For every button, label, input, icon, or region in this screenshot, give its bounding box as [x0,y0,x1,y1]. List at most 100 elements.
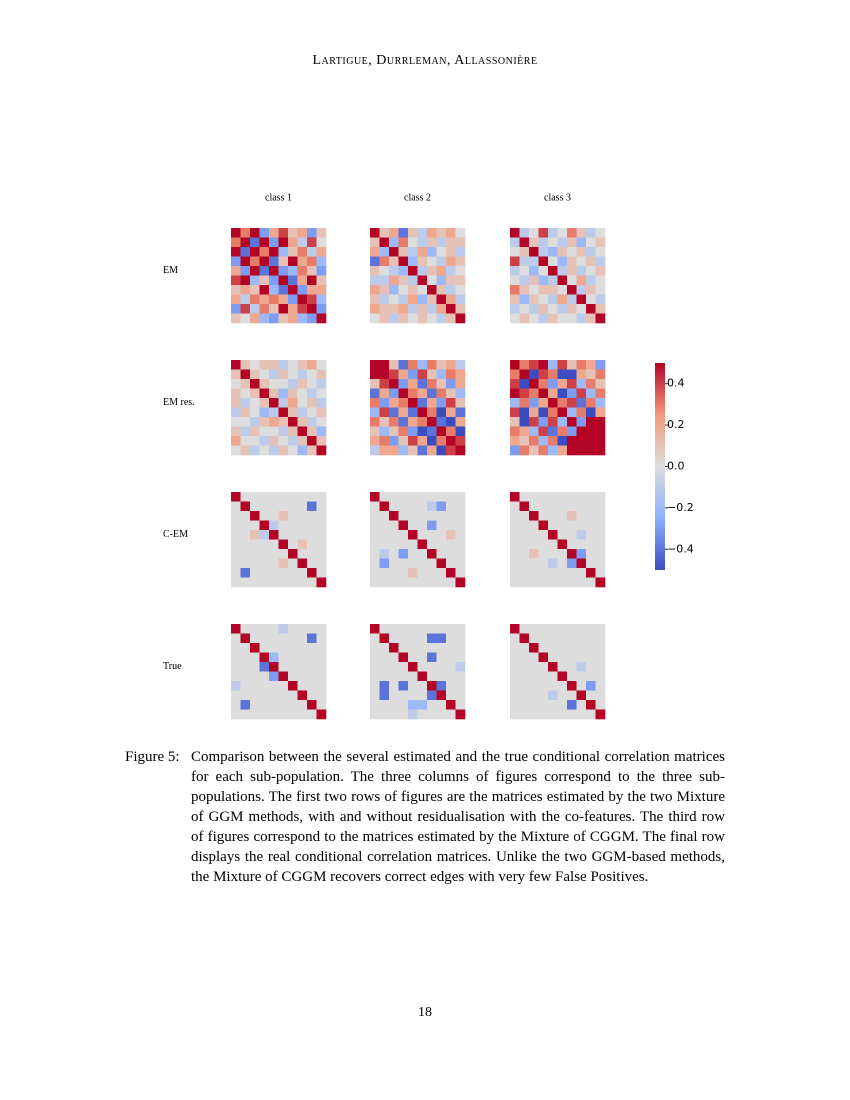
heatmap-cell [417,398,428,408]
heatmap-cell [427,285,437,295]
heatmap-cell [398,436,409,446]
heatmap-cell [370,247,380,257]
heatmap-cell [240,360,251,370]
heatmap-cell [557,417,568,427]
heatmap-cell [427,436,437,446]
heatmap-cell [250,549,260,559]
heatmap-cell [427,237,437,248]
heatmap-cell [408,539,418,550]
heatmap-cell [557,652,568,663]
heatmap-cell [278,275,289,286]
heatmap-cell [455,681,466,691]
heatmap-cell [408,417,418,427]
heatmap-cell [278,417,289,427]
heatmap-cell [259,426,270,437]
heatmap-cell [586,511,596,521]
heatmap-cell [427,539,437,550]
figure: class 1 class 2 class 3 EM EM res. C-EM True 0.… [163,192,694,720]
heatmap-cell [529,407,539,418]
heatmap-cell [297,501,308,512]
heatmap-cell [548,398,558,408]
heatmap-cell [288,520,298,531]
heatmap-cell [259,633,270,644]
heatmap-cell [538,558,549,569]
row-label: True [163,661,182,672]
heatmap-cell [288,379,298,389]
heatmap-cell [389,690,399,701]
heatmap-cell [446,700,456,710]
heatmap-cell [455,360,466,370]
heatmap-cell [586,247,596,257]
heatmap-cell [288,407,298,418]
heatmap-cell [595,511,606,521]
heatmap-cell [519,426,530,437]
heatmap-cell [240,436,251,446]
heatmap-cell [510,530,520,540]
heatmap-cell [510,285,520,295]
heatmap-cell [427,671,437,682]
heatmap-cell [529,643,539,653]
heatmap-cell [446,304,456,314]
heatmap-cell [548,643,558,653]
heatmap-cell [297,577,308,588]
heatmap-cell [370,709,380,720]
heatmap-cell [389,681,399,691]
heatmap-cell [510,294,520,305]
heatmap-cell [408,313,418,324]
heatmap-cell [288,388,298,399]
heatmap-cell [389,568,399,578]
heatmap-cell [427,275,437,286]
heatmap-cell [250,520,260,531]
heatmap-cell [250,662,260,672]
heatmap-cell [595,671,606,682]
heatmap-cell [398,558,409,569]
heatmap-cell [586,266,596,276]
heatmap-cell [408,294,418,305]
heatmap-cell [529,304,539,314]
heatmap-cell [250,652,260,663]
heatmap-cell [307,294,317,305]
heatmap-cell [576,492,587,502]
heatmap-cell [231,520,241,531]
heatmap-cell [595,501,606,512]
heatmap-cell [576,398,587,408]
heatmap-cell [278,662,289,672]
heatmap-cell [288,369,298,380]
heatmap-cell [240,304,251,314]
heatmap-cell [586,426,596,437]
heatmap-cell [519,266,530,276]
heatmap-cell [398,700,409,710]
heatmap-cell [370,294,380,305]
heatmap-cell [538,417,549,427]
heatmap-cell [548,662,558,672]
heatmap-cell [408,256,418,267]
heatmap-cell [510,304,520,314]
heatmap-cell [297,445,308,456]
heatmap-cell [427,426,437,437]
heatmap-cell [240,275,251,286]
heatmap-cell [389,388,399,399]
heatmap-cell [259,539,270,550]
heatmap-cell [240,247,251,257]
heatmap-cell [231,539,241,550]
heatmap-cell [288,643,298,653]
heatmap-cell [379,285,390,295]
heatmap-cell [231,417,241,427]
heatmap-cell [436,558,447,569]
heatmap-cell [269,624,279,634]
heatmap-cell [389,247,399,257]
heatmap-cell [436,539,447,550]
heatmap-cell [510,492,520,502]
heatmap-cell [538,709,549,720]
heatmap-cell [446,511,456,521]
heatmap-cell [548,671,558,682]
heatmap-cell [510,501,520,512]
heatmap-cell [567,256,577,267]
heatmap-cell [379,313,390,324]
heatmap-cell [297,530,308,540]
heatmap-cell [408,643,418,653]
heatmap-cell [408,275,418,286]
heatmap-cell [557,700,568,710]
heatmap-cell [519,304,530,314]
heatmap-cell [259,643,270,653]
